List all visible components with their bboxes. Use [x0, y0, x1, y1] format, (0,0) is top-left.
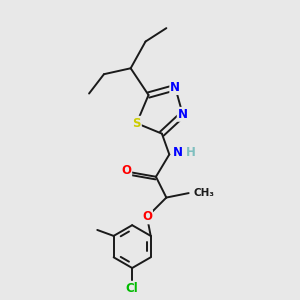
Text: S: S: [132, 117, 141, 130]
Text: O: O: [142, 210, 152, 224]
Text: N: N: [172, 146, 183, 160]
Text: N: N: [178, 108, 188, 121]
Text: O: O: [121, 164, 131, 177]
Text: Cl: Cl: [126, 282, 139, 295]
Text: CH₃: CH₃: [193, 188, 214, 198]
Text: N: N: [170, 81, 180, 94]
Text: H: H: [186, 146, 196, 160]
